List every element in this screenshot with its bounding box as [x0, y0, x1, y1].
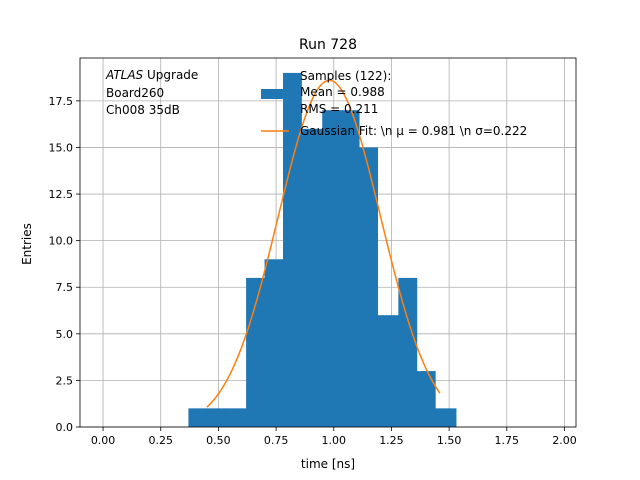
y-axis-label: Entries: [20, 223, 34, 265]
legend: Samples (122): Mean = 0.988 RMS = 0.211 …: [261, 69, 527, 138]
atlas-annotation: ATLAS Upgrade Board260 Ch008 35dB: [105, 68, 198, 117]
x-tick-label-8: 2.00: [552, 434, 577, 447]
histogram-bar-8: [340, 110, 360, 427]
histogram-bar-9: [359, 147, 378, 428]
y-ticks: 0.0 2.5 5.0 7.5 10.0 12.5 15.0 17.5: [49, 95, 80, 434]
histogram-bar-12: [416, 371, 436, 427]
x-tick-label-2: 0.50: [206, 434, 231, 447]
y-tick-label-6: 15.0: [49, 141, 74, 154]
x-tick-label-5: 1.25: [379, 434, 404, 447]
histogram-bars: [188, 72, 457, 428]
y-tick-label-1: 2.5: [56, 374, 74, 387]
y-tick-label-7: 17.5: [49, 95, 74, 108]
annotation-line1: Upgrade: [143, 68, 198, 82]
legend-samples-line3: RMS = 0.211: [300, 102, 378, 116]
histogram-bar-2: [225, 408, 247, 427]
x-tick-label-3: 0.75: [264, 434, 289, 447]
y-tick-label-4: 10.0: [49, 235, 74, 248]
axes-frame: [79, 57, 577, 428]
annotation-italic: ATLAS: [105, 68, 144, 82]
legend-fit-label: Gaussian Fit: \n μ = 0.981 \n σ=0.222: [300, 124, 527, 138]
histogram-bar-1: [206, 408, 226, 427]
y-tick-label-3: 7.5: [56, 281, 74, 294]
histogram-bar-7: [322, 110, 342, 427]
y-tick-label-2: 5.0: [56, 328, 74, 341]
histogram-bar-0: [188, 408, 208, 427]
legend-samples-line2: Mean = 0.988: [300, 85, 385, 99]
svg-text:ATLAS Upgrade: ATLAS Upgrade: [105, 68, 198, 82]
x-axis-label: time [ns]: [301, 457, 355, 471]
y-tick-label-0: 0.0: [56, 421, 74, 434]
gaussian-fit-curve: [206, 79, 441, 408]
chart-title: Run 728: [299, 37, 357, 53]
histogram-bar-4: [264, 259, 284, 427]
x-tick-label-1: 0.25: [148, 434, 173, 447]
annotation-line2: Board260: [106, 86, 164, 100]
legend-samples-line1: Samples (122):: [300, 69, 391, 83]
y-tick-label-5: 12.5: [49, 188, 74, 201]
x-tick-label-6: 1.50: [437, 434, 462, 447]
x-ticks: 0.00 0.25 0.50 0.75 1.00 1.25 1.50 1.75 2.00: [91, 427, 577, 447]
annotation-line3: Ch008 35dB: [106, 103, 180, 117]
legend-samples-swatch: [261, 89, 289, 99]
histogram-bar-11: [398, 277, 418, 427]
histogram-bar-6: [301, 128, 323, 427]
x-tick-label-0: 0.00: [91, 434, 116, 447]
histogram-bar-13: [435, 408, 457, 427]
histogram-bar-3: [246, 277, 265, 427]
histogram-bar-5: [283, 72, 302, 427]
x-tick-label-7: 1.75: [495, 434, 520, 447]
x-tick-label-4: 1.00: [322, 434, 347, 447]
histogram-bar-10: [377, 315, 399, 427]
